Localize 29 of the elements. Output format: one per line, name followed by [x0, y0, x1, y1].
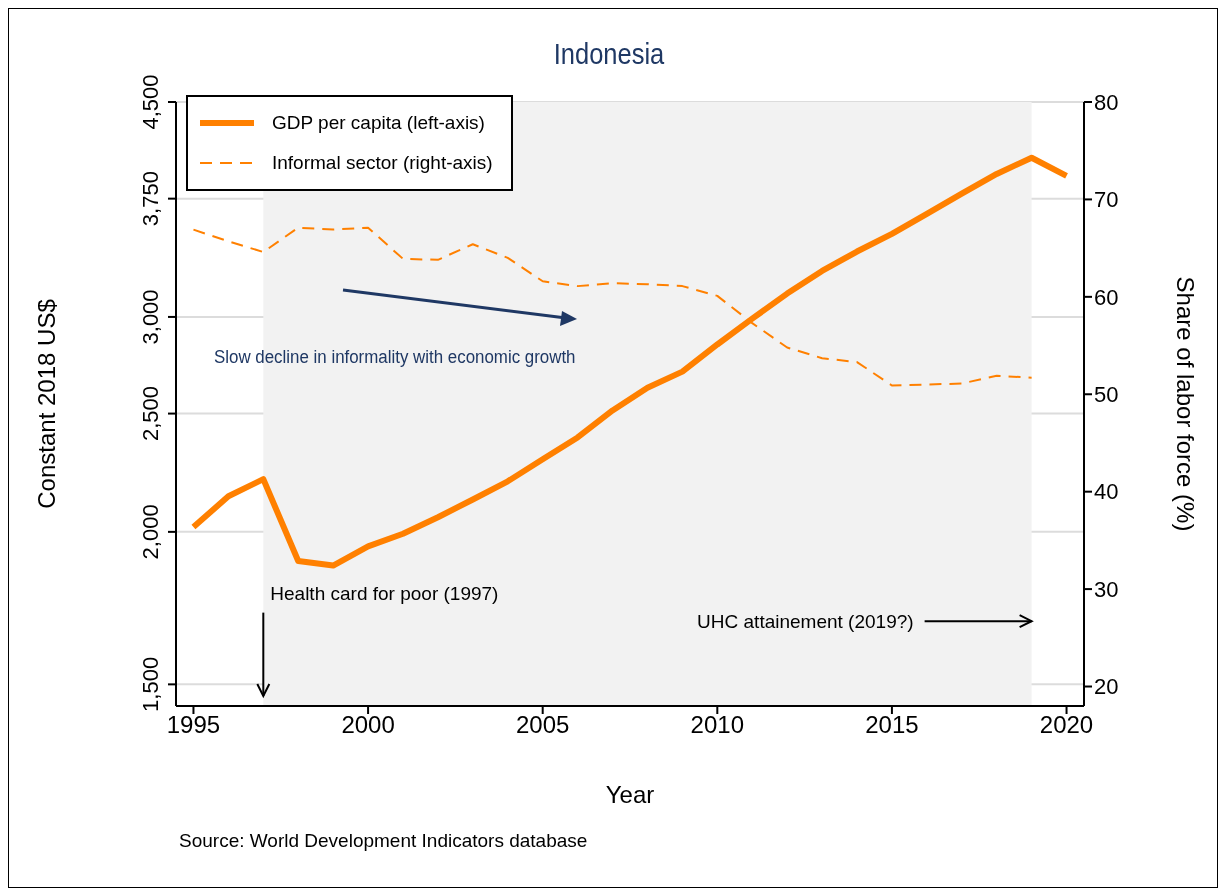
x-tick-label: 2010: [690, 711, 744, 739]
y-tick-label: 3,750: [138, 171, 163, 227]
x-tick-label: 1995: [166, 711, 221, 739]
x-tick-label: 2005: [516, 711, 570, 739]
y2-axis-title: Share of labor force (%): [1172, 276, 1200, 532]
annotation: UHC attainement (2019?): [697, 611, 914, 633]
y2-tick-label: 60: [1094, 284, 1119, 310]
y2-tick-label: 40: [1094, 479, 1119, 505]
chart-title: Indonesia: [552, 37, 666, 71]
y-tick-label: 1,500: [138, 656, 163, 712]
legend-label: Informal sector (right-axis): [272, 152, 493, 174]
x-tick-label: 2020: [1039, 711, 1094, 739]
source-note: Source: World Development Indicators database: [179, 830, 588, 851]
x-tick-label: 2000: [341, 711, 395, 739]
x-tick-label: 2015: [865, 711, 919, 739]
y-tick-label: 2,500: [138, 386, 163, 442]
y-tick-label: 4,500: [138, 74, 163, 130]
x-axis-title: Year: [605, 781, 655, 809]
y-axis-title: Constant 2018 US$: [32, 299, 60, 509]
y2-tick-label: 30: [1094, 576, 1119, 602]
annotation: Health card for poor (1997): [270, 582, 499, 604]
y-tick-label: 2,000: [138, 504, 163, 560]
y2-tick-label: 80: [1094, 89, 1119, 115]
y2-tick-label: 70: [1094, 187, 1119, 213]
y-tick-label: 3,000: [138, 289, 163, 345]
y2-tick-label: 50: [1094, 382, 1119, 408]
annotation: Slow decline in informality with economic growth: [214, 346, 576, 368]
y2-tick-label: 20: [1094, 674, 1119, 700]
legend-label: GDP per capita (left-axis): [272, 112, 485, 134]
